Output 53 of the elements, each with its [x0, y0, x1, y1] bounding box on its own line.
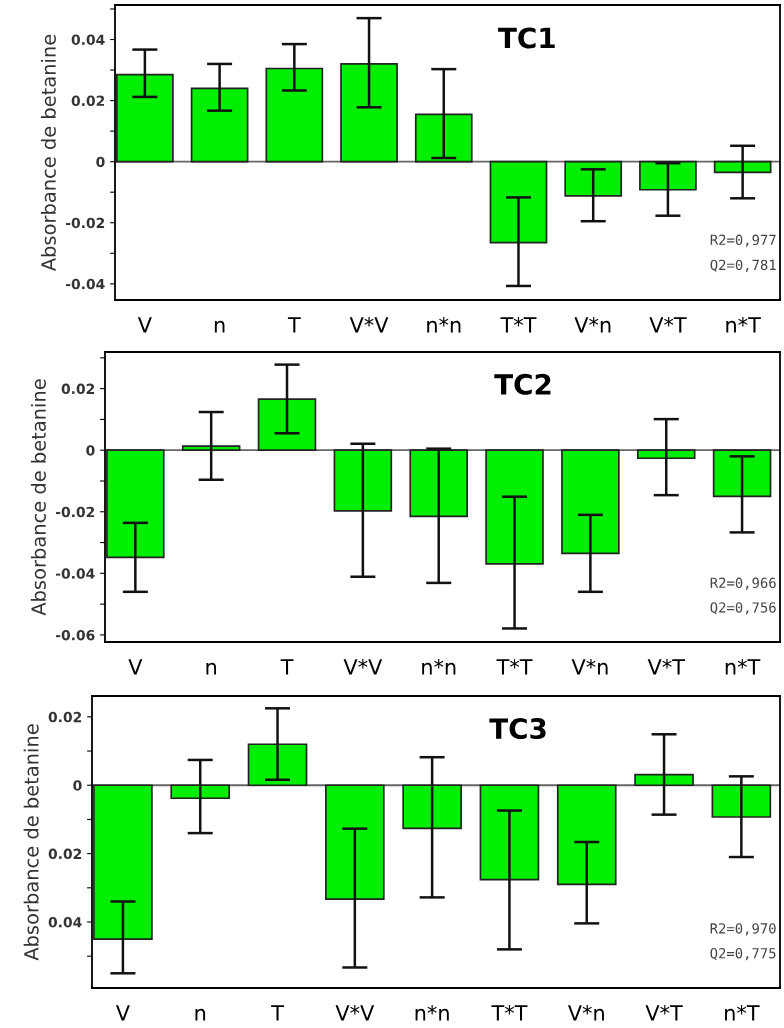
x-tick-label: V — [115, 1005, 130, 1021]
y-tick-label: 0.02 — [48, 711, 82, 723]
y-axis-title: Absorbance de betanine — [30, 379, 46, 616]
x-tick-label: T*T — [496, 659, 533, 675]
y-tick-label: 0.02 — [71, 95, 105, 107]
y-tick-label: -0.02 — [56, 506, 95, 518]
y-tick-label: 0 — [96, 156, 105, 168]
y-tick-label: -0.02 — [66, 217, 105, 229]
x-tick-label: n*T — [725, 1005, 760, 1021]
annotation: R2=0,970 — [710, 923, 776, 936]
x-tick-label: V*T — [647, 659, 685, 675]
y-axis-title: Absorbance de betanine — [23, 724, 39, 961]
y-tick-label: 0 — [86, 445, 95, 456]
x-tick-label: V — [137, 317, 152, 333]
x-tick-label: n — [195, 1008, 206, 1021]
annotation: Q2=0,781 — [710, 259, 776, 272]
x-tick-label: T — [287, 317, 301, 333]
x-tick-label: V*T — [645, 1005, 683, 1021]
x-tick-label: n*T — [726, 317, 761, 333]
text: TC3 — [489, 718, 546, 740]
text: TC2 — [494, 373, 551, 395]
y-tick-label: 0.02 — [48, 848, 82, 860]
x-tick-label: T — [271, 1005, 284, 1021]
x-tick-label: n — [214, 320, 225, 333]
y-tick-label: 0 — [73, 780, 82, 791]
x-tick-label: n — [206, 662, 217, 675]
x-tick-label: V*n — [567, 1005, 604, 1021]
x-tick-label: T — [280, 659, 294, 675]
x-tick-label: n*n — [422, 659, 456, 675]
x-tick-label: V*n — [571, 659, 608, 675]
annotation: Q2=0,756 — [710, 602, 776, 615]
y-tick-label: -0.04 — [56, 568, 95, 579]
annotation: R2=0,977 — [710, 234, 776, 247]
x-tick-label: n*n — [415, 1005, 449, 1021]
y-tick-label: -0.06 — [56, 629, 95, 641]
x-tick-label: n*T — [725, 659, 761, 675]
x-tick-label: n*n — [427, 317, 461, 333]
y-tick-label: 0.04 — [71, 34, 105, 45]
y-axis-title: Absorbance de betanine — [40, 34, 56, 272]
x-tick-label: T*T — [500, 317, 537, 333]
x-tick-label: T*T — [491, 1005, 528, 1021]
x-tick-label: V*V — [335, 1005, 375, 1021]
x-tick-label: V*T — [649, 317, 687, 333]
y-tick-label: -0.04 — [66, 278, 105, 290]
x-tick-label: V*V — [343, 659, 383, 675]
x-tick-label: V*V — [349, 317, 389, 333]
text: TC1 — [498, 27, 555, 49]
x-tick-label: V*n — [574, 317, 611, 333]
y-tick-label: 0.04 — [48, 916, 82, 928]
x-tick-label: V — [128, 659, 143, 675]
annotation: R2=0,966 — [710, 577, 776, 590]
y-tick-label: 0.02 — [61, 383, 95, 395]
annotation: Q2=0,775 — [710, 947, 776, 961]
